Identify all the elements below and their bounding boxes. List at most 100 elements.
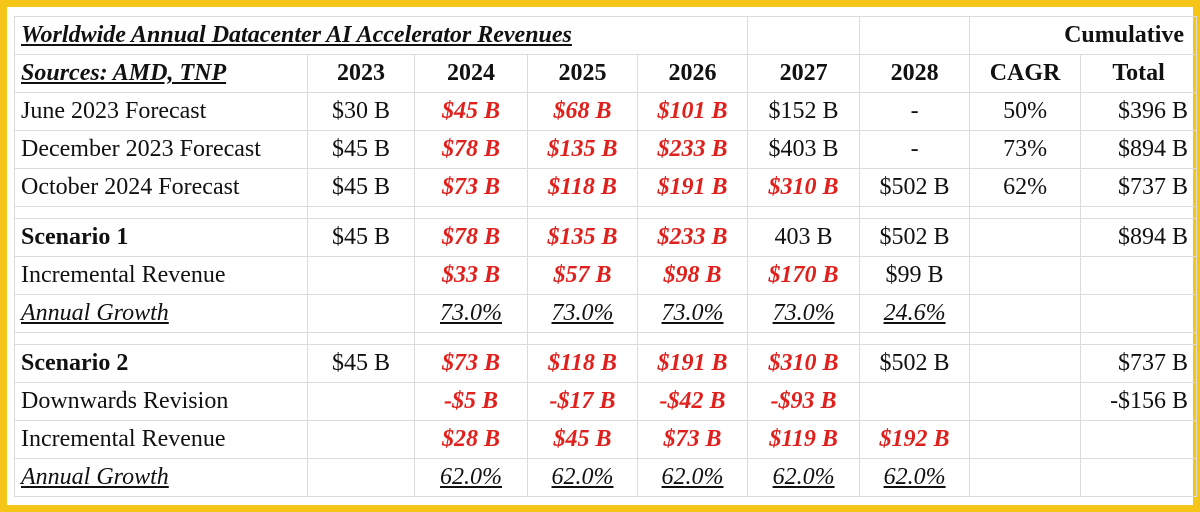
cell-value: $73 B bbox=[414, 168, 528, 207]
growth-value: 73.0% bbox=[527, 294, 638, 333]
growth-value: 62.0% bbox=[527, 458, 638, 497]
total-value: -$156 B bbox=[1080, 382, 1198, 421]
cell-value: $118 B bbox=[527, 168, 638, 207]
cell-value: $30 B bbox=[307, 92, 415, 131]
growth-value: 62.0% bbox=[747, 458, 861, 497]
col-header-total: Total bbox=[1080, 54, 1198, 93]
cell-value: $78 B bbox=[414, 218, 528, 257]
cagr-value: 73% bbox=[969, 130, 1082, 169]
growth-value: 62.0% bbox=[636, 458, 749, 497]
row-label: Annual Growth bbox=[14, 294, 308, 333]
cell-value: $310 B bbox=[747, 168, 861, 207]
cell-value: $135 B bbox=[527, 218, 638, 257]
table-row: June 2023 Forecast $30 B $45 B $68 B $10… bbox=[14, 92, 1198, 131]
table-row: Downwards Revision -$5 B -$17 B -$42 B -… bbox=[14, 382, 1198, 421]
cell-value: - bbox=[859, 92, 971, 131]
growth-value: 73.0% bbox=[747, 294, 861, 333]
cell-value: $170 B bbox=[747, 256, 861, 295]
row-label: October 2024 Forecast bbox=[14, 168, 308, 207]
cell-value: $233 B bbox=[636, 130, 749, 169]
row-label: Downwards Revision bbox=[14, 382, 308, 421]
sources-label: Sources: AMD, TNP bbox=[14, 54, 308, 93]
row-label: June 2023 Forecast bbox=[14, 92, 308, 131]
cell-value: $502 B bbox=[859, 168, 971, 207]
cell-value: $28 B bbox=[414, 420, 528, 459]
growth-value: 24.6% bbox=[859, 294, 971, 333]
total-value: $396 B bbox=[1080, 92, 1198, 131]
cell-value: $119 B bbox=[747, 420, 861, 459]
cell-value: $68 B bbox=[527, 92, 638, 131]
cell-value: $45 B bbox=[307, 130, 415, 169]
title-row: Worldwide Annual Datacenter AI Accelerat… bbox=[13, 16, 1198, 55]
growth-value: 73.0% bbox=[414, 294, 528, 333]
table-row: Scenario 2 $45 B $73 B $118 B $191 B $31… bbox=[14, 344, 1198, 383]
cell-value: $73 B bbox=[414, 344, 528, 383]
cagr-value: 62% bbox=[969, 168, 1082, 207]
cell-value: $99 B bbox=[859, 256, 971, 295]
row-label: December 2023 Forecast bbox=[14, 130, 308, 169]
cell-value: -$42 B bbox=[636, 382, 749, 421]
row-label: Incremental Revenue bbox=[14, 256, 308, 295]
cell-value: $118 B bbox=[527, 344, 638, 383]
cell-value: $403 B bbox=[747, 130, 861, 169]
cell-value: $192 B bbox=[859, 420, 971, 459]
cell-value: $45 B bbox=[307, 168, 415, 207]
cell-value: -$93 B bbox=[747, 382, 861, 421]
total-value: $894 B bbox=[1080, 130, 1198, 169]
table-row: Annual Growth 73.0% 73.0% 73.0% 73.0% 24… bbox=[14, 294, 1198, 333]
cell-value: $502 B bbox=[859, 218, 971, 257]
col-header-2027: 2027 bbox=[747, 54, 861, 93]
col-header-2028: 2028 bbox=[859, 54, 971, 93]
col-header-2023: 2023 bbox=[307, 54, 415, 93]
table-row: Annual Growth 62.0% 62.0% 62.0% 62.0% 62… bbox=[14, 458, 1198, 497]
cell-value: $98 B bbox=[636, 256, 749, 295]
cell-value: $101 B bbox=[636, 92, 749, 131]
cell-value: $73 B bbox=[636, 420, 749, 459]
cell-value: $152 B bbox=[747, 92, 861, 131]
cell-value: $191 B bbox=[636, 344, 749, 383]
total-value: $894 B bbox=[1080, 218, 1198, 257]
growth-value: 62.0% bbox=[414, 458, 528, 497]
page-title: Worldwide Annual Datacenter AI Accelerat… bbox=[13, 16, 749, 55]
table-row: October 2024 Forecast $45 B $73 B $118 B… bbox=[14, 168, 1198, 207]
cagr-value: 50% bbox=[969, 92, 1082, 131]
cell-value: $33 B bbox=[414, 256, 528, 295]
total-value: $737 B bbox=[1080, 168, 1198, 207]
table-row: Incremental Revenue $33 B $57 B $98 B $1… bbox=[14, 256, 1198, 295]
total-value: $737 B bbox=[1080, 344, 1198, 383]
growth-value: 62.0% bbox=[859, 458, 971, 497]
cell-value: $310 B bbox=[747, 344, 861, 383]
scenario-label: Scenario 2 bbox=[14, 344, 308, 383]
cell-value: $502 B bbox=[859, 344, 971, 383]
cell-value: $135 B bbox=[527, 130, 638, 169]
cell-value: $45 B bbox=[414, 92, 528, 131]
table-row: Incremental Revenue $28 B $45 B $73 B $1… bbox=[14, 420, 1198, 459]
cell-value: $233 B bbox=[636, 218, 749, 257]
table-row: Scenario 1 $45 B $78 B $135 B $233 B 403… bbox=[14, 218, 1198, 257]
row-label: Incremental Revenue bbox=[14, 420, 308, 459]
cell-value: -$17 B bbox=[527, 382, 638, 421]
col-header-2026: 2026 bbox=[636, 54, 749, 93]
col-header-2025: 2025 bbox=[527, 54, 638, 93]
cell-value: $45 B bbox=[307, 344, 415, 383]
row-label: Annual Growth bbox=[14, 458, 308, 497]
table-row: December 2023 Forecast $45 B $78 B $135 … bbox=[14, 130, 1198, 169]
header-row: Sources: AMD, TNP 2023 2024 2025 2026 20… bbox=[14, 54, 1198, 93]
separator-row bbox=[14, 332, 1198, 345]
cell-value: $57 B bbox=[527, 256, 638, 295]
cell-value: - bbox=[859, 130, 971, 169]
cell-value: $191 B bbox=[636, 168, 749, 207]
growth-value: 73.0% bbox=[636, 294, 749, 333]
cumulative-header: Cumulative bbox=[969, 16, 1198, 55]
scenario-label: Scenario 1 bbox=[14, 218, 308, 257]
cell-value: $45 B bbox=[307, 218, 415, 257]
cell-value: 403 B bbox=[747, 218, 861, 257]
revenue-table: Worldwide Annual Datacenter AI Accelerat… bbox=[13, 16, 1198, 497]
col-header-cagr: CAGR bbox=[969, 54, 1082, 93]
separator-row bbox=[14, 206, 1198, 219]
cell-value: -$5 B bbox=[414, 382, 528, 421]
col-header-2024: 2024 bbox=[414, 54, 528, 93]
cell-value: $78 B bbox=[414, 130, 528, 169]
cell-value: $45 B bbox=[527, 420, 638, 459]
